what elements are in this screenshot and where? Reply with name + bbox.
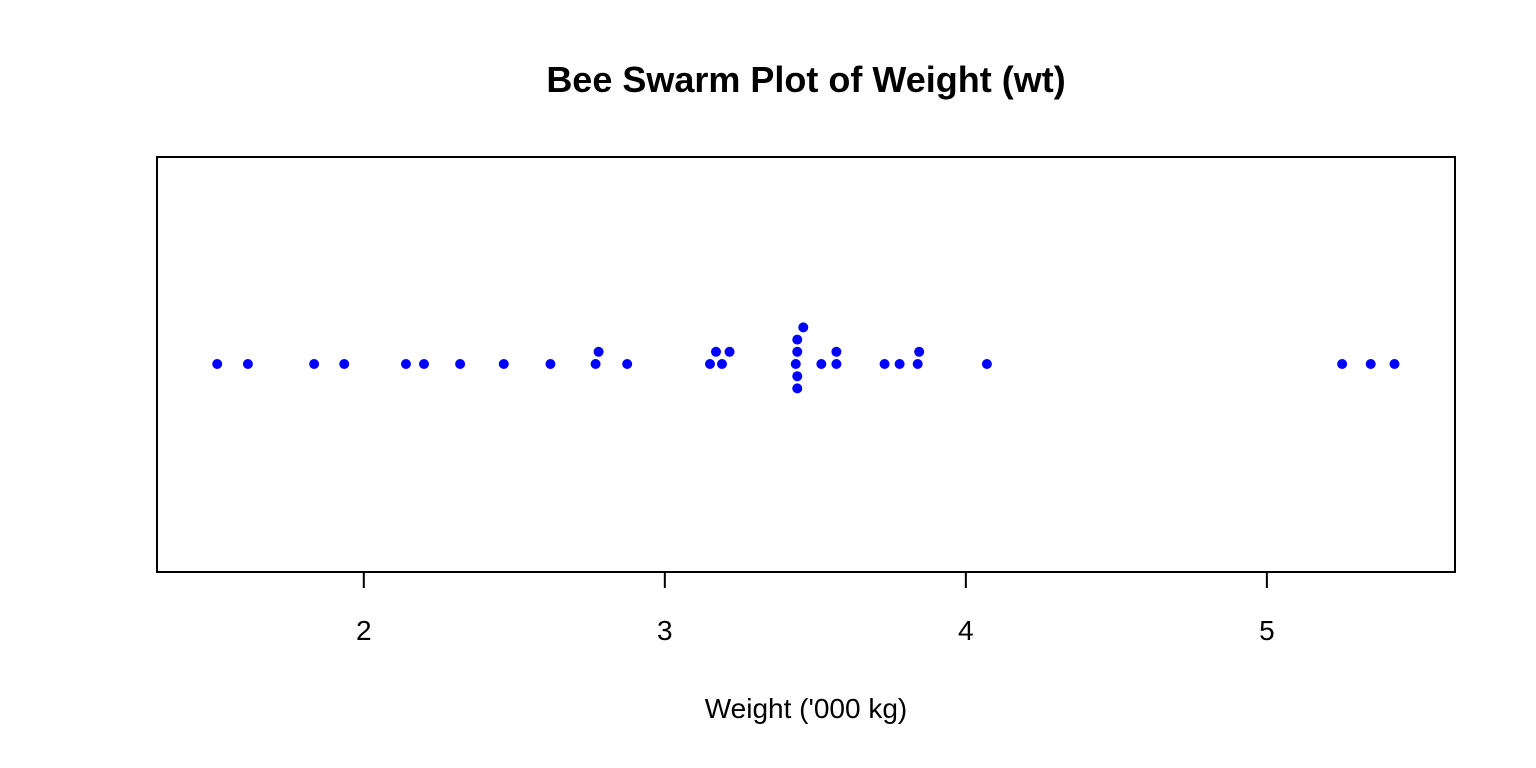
data-point: [879, 359, 890, 369]
data-point: [1389, 359, 1400, 369]
data-point: [309, 359, 320, 369]
data-point: [724, 346, 735, 357]
data-points: [212, 322, 1400, 394]
data-point: [831, 359, 842, 369]
data-point: [419, 359, 430, 369]
data-point: [339, 359, 350, 369]
data-point: [498, 359, 509, 369]
x-tick-label: 2: [356, 615, 372, 646]
data-point: [912, 359, 923, 369]
x-tick-label: 4: [958, 615, 974, 646]
data-point: [593, 346, 604, 357]
x-tick-label: 3: [657, 615, 673, 646]
data-point: [981, 359, 992, 369]
data-point: [704, 359, 715, 369]
chart-title: Bee Swarm Plot of Weight (wt): [546, 59, 1065, 100]
data-point: [212, 359, 223, 369]
data-point: [816, 359, 827, 369]
data-point: [1365, 359, 1376, 369]
x-axis: 2 3 4 5: [356, 571, 1275, 646]
data-point: [790, 359, 801, 369]
data-point: [792, 346, 803, 357]
x-axis-label: Weight ('000 kg): [705, 693, 907, 724]
data-point: [894, 359, 905, 369]
data-point: [1337, 359, 1348, 369]
plot-frame: [156, 156, 1456, 573]
data-point: [400, 359, 411, 369]
data-point: [792, 383, 803, 394]
data-point: [242, 359, 253, 369]
data-point: [455, 359, 466, 369]
data-point: [831, 346, 842, 357]
data-point: [622, 359, 633, 369]
data-point: [914, 346, 925, 357]
data-point: [717, 359, 728, 369]
data-point: [545, 359, 556, 369]
data-point: [710, 346, 721, 357]
data-point: [792, 334, 803, 345]
x-tick-label: 5: [1259, 615, 1275, 646]
data-point: [798, 322, 809, 333]
data-point: [792, 371, 803, 382]
data-point: [590, 359, 601, 369]
